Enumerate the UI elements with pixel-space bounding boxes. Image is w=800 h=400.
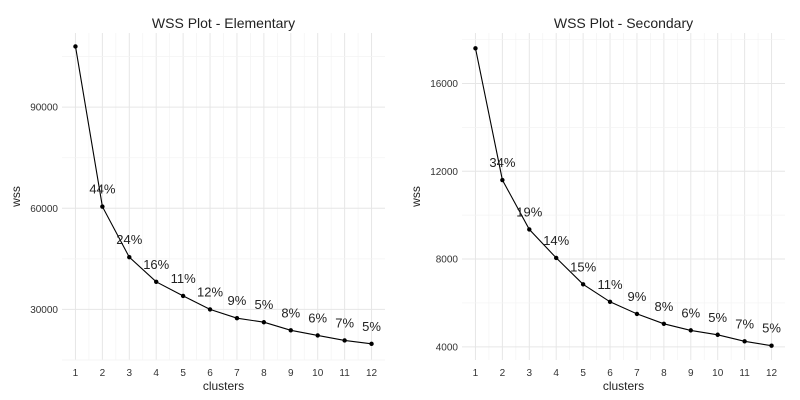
chart2-x-axis-label: clusters (603, 379, 644, 393)
chart2-x-tick-label: 5 (580, 368, 586, 379)
chart1-x-tick-label: 10 (312, 368, 324, 379)
chart1-x-tick-label: 11 (339, 368, 350, 379)
chart2-data-point (580, 282, 586, 287)
chart2-y-tick-label: 8000 (436, 255, 459, 266)
chart2-pct-label: 11% (598, 277, 623, 292)
chart2-x-tick-label: 10 (712, 368, 724, 379)
chart2-title: WSS Plot - Secondary (554, 15, 693, 31)
chart2-x-tick-label: 2 (500, 368, 506, 379)
chart1-pct-label: 16% (143, 257, 169, 272)
chart2-x-tick-label: 6 (607, 368, 613, 379)
chart2-pct-label: 19% (516, 204, 542, 219)
chart1-pct-label: 44% (89, 182, 115, 197)
chart2-y-tick-label: 16000 (430, 79, 458, 90)
chart1-x-tick-label: 5 (180, 368, 186, 379)
chart2-data-point (661, 321, 667, 326)
chart1-data-point (369, 341, 374, 347)
chart1-data-point (288, 328, 293, 333)
chart2-data-point (715, 332, 720, 337)
chart1-pct-label: 6% (308, 310, 327, 325)
chart1-data-point (207, 307, 213, 312)
chart1-x-axis-label: clusters (203, 379, 244, 393)
chart2-pct-label: 34% (489, 155, 515, 170)
chart2-pct-label: 8% (654, 299, 673, 314)
chart1-x-tick-label: 8 (261, 368, 267, 379)
chart2-data-point (688, 328, 693, 333)
chart2-x-tick-label: 1 (473, 368, 479, 379)
chart2-y-axis-label: wss (409, 186, 423, 208)
chart2-pct-label: 15% (570, 259, 596, 274)
chart2-x-tick-label: 11 (739, 368, 750, 379)
chart2-y-tick-label: 12000 (430, 167, 458, 178)
chart2-x-tick-label: 4 (553, 368, 559, 379)
chart2-data-point (742, 339, 747, 344)
chart1-x-tick-label: 7 (234, 368, 240, 379)
chart2-x-tick-label: 3 (527, 368, 533, 379)
chart1-pct-label: 12% (197, 284, 223, 299)
chart1-pct-label: 7% (335, 315, 354, 330)
chart2-pct-label: 14% (543, 233, 569, 248)
chart1-pct-label: 24% (116, 232, 142, 247)
chart1-data-point (315, 333, 320, 338)
chart2-y-tick-label: 4000 (436, 342, 459, 353)
chart1-y-tick-label: 60000 (30, 204, 58, 215)
chart1-pct-label: 8% (281, 305, 300, 320)
chart2-pct-label: 7% (735, 316, 754, 331)
chart2-data-point (634, 311, 640, 317)
chart1-data-point (342, 338, 347, 343)
chart1-data-point (100, 204, 105, 209)
chart1-x-tick-label: 12 (366, 368, 378, 379)
chart2-data-point (527, 227, 532, 232)
chart2-data-point (500, 177, 505, 183)
chart1-pct-label: 11% (171, 271, 196, 286)
chart2-data-point (607, 299, 613, 305)
chart1-x-tick-label: 1 (73, 368, 79, 379)
chart1-x-tick-label: 6 (207, 368, 213, 379)
chart2-pct-label: 5% (708, 310, 727, 325)
chart1-x-tick-label: 3 (127, 368, 133, 379)
chart1-x-tick-label: 4 (153, 368, 159, 379)
chart1-y-tick-label: 90000 (30, 103, 58, 114)
chart2-pct-label: 6% (681, 305, 700, 320)
chart1-x-tick-label: 9 (288, 368, 294, 379)
chart1-data-point (261, 320, 267, 325)
chart2-pct-label: 5% (762, 321, 781, 336)
chart1-x-tick-label: 2 (100, 368, 106, 379)
chart2-data-point (554, 255, 559, 261)
chart1-pct-label: 5% (254, 297, 273, 312)
chart2-series-line (474, 48, 772, 347)
chart1-data-point (127, 254, 132, 260)
chart1-y-axis-label: wss (9, 186, 23, 208)
chart1-pct-label: 5% (362, 319, 381, 334)
chart2-x-tick-label: 12 (766, 368, 778, 379)
chart2-data-point (473, 46, 478, 51)
chart2-x-tick-label: 7 (634, 368, 640, 379)
chart1-pct-label: 9% (228, 293, 247, 308)
chart2-x-tick-label: 9 (688, 368, 694, 379)
chart1-series-line (74, 46, 372, 345)
chart1-title: WSS Plot - Elementary (152, 15, 295, 31)
chart1-data-point (180, 293, 186, 299)
chart1-data-point (154, 279, 159, 284)
chart2-data-point (769, 343, 774, 348)
chart1-y-tick-label: 30000 (30, 305, 58, 316)
chart2-x-tick-label: 8 (661, 368, 667, 379)
chart2-pct-label: 9% (628, 289, 647, 304)
chart1-data-point (234, 315, 240, 321)
chart1-data-point (73, 44, 78, 49)
